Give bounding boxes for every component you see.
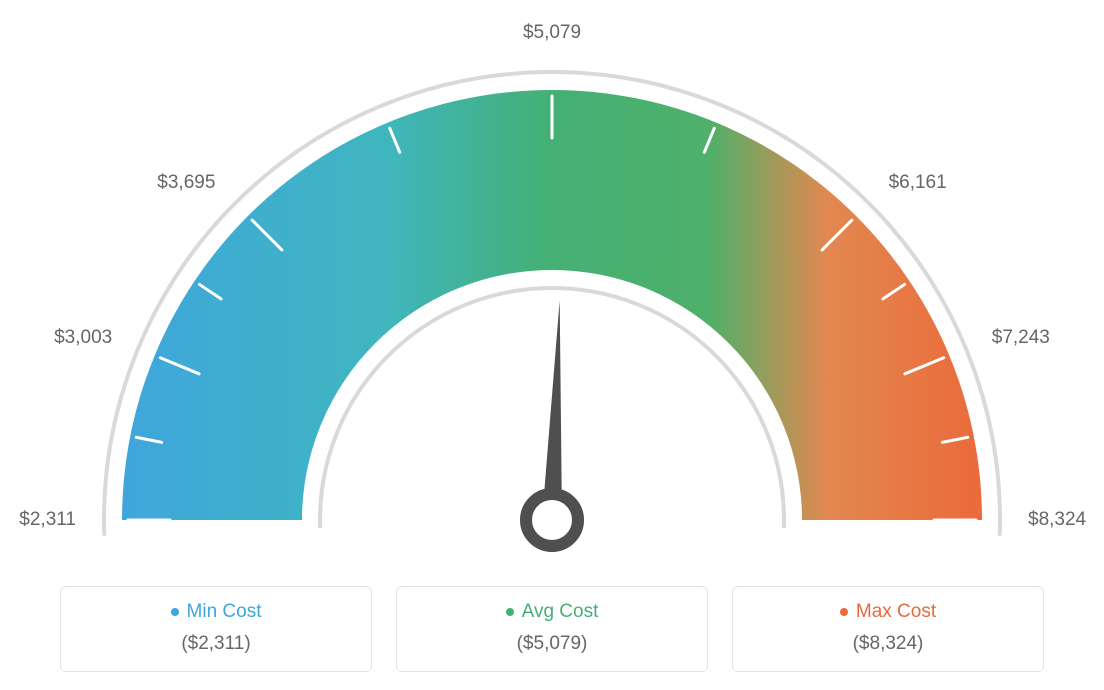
legend-title-text: Min Cost <box>187 601 262 623</box>
legend-dot-min <box>171 608 179 616</box>
legend-dot-avg <box>506 608 514 616</box>
legend-value-min: ($2,311) <box>61 633 371 655</box>
legend-card-avg: Avg Cost ($5,079) <box>396 586 708 672</box>
scale-label: $6,161 <box>889 172 947 194</box>
scale-label: $5,079 <box>523 22 581 44</box>
legend-row: Min Cost ($2,311) Avg Cost ($5,079) Max … <box>0 586 1104 672</box>
gauge-svg <box>52 20 1052 580</box>
legend-dot-max <box>840 608 848 616</box>
scale-label: $3,003 <box>54 327 112 349</box>
scale-label: $7,243 <box>992 327 1050 349</box>
scale-label: $2,311 <box>19 509 76 531</box>
legend-card-max: Max Cost ($8,324) <box>732 586 1044 672</box>
legend-title-text: Max Cost <box>856 601 936 623</box>
scale-label: $8,324 <box>1028 509 1086 531</box>
legend-card-min: Min Cost ($2,311) <box>60 586 372 672</box>
legend-title-avg: Avg Cost <box>506 601 599 623</box>
legend-title-min: Min Cost <box>171 601 262 623</box>
legend-value-avg: ($5,079) <box>397 633 707 655</box>
scale-label: $3,695 <box>157 172 215 194</box>
legend-value-max: ($8,324) <box>733 633 1043 655</box>
legend-title-text: Avg Cost <box>522 601 599 623</box>
gauge-chart-container: $2,311 $3,003 $3,695 $5,079 $6,161 $7,243 $8,3… <box>0 0 1104 690</box>
gauge-area: $2,311 $3,003 $3,695 $5,079 $6,161 $7,243 $8,3… <box>0 0 1104 560</box>
legend-title-max: Max Cost <box>840 601 936 623</box>
